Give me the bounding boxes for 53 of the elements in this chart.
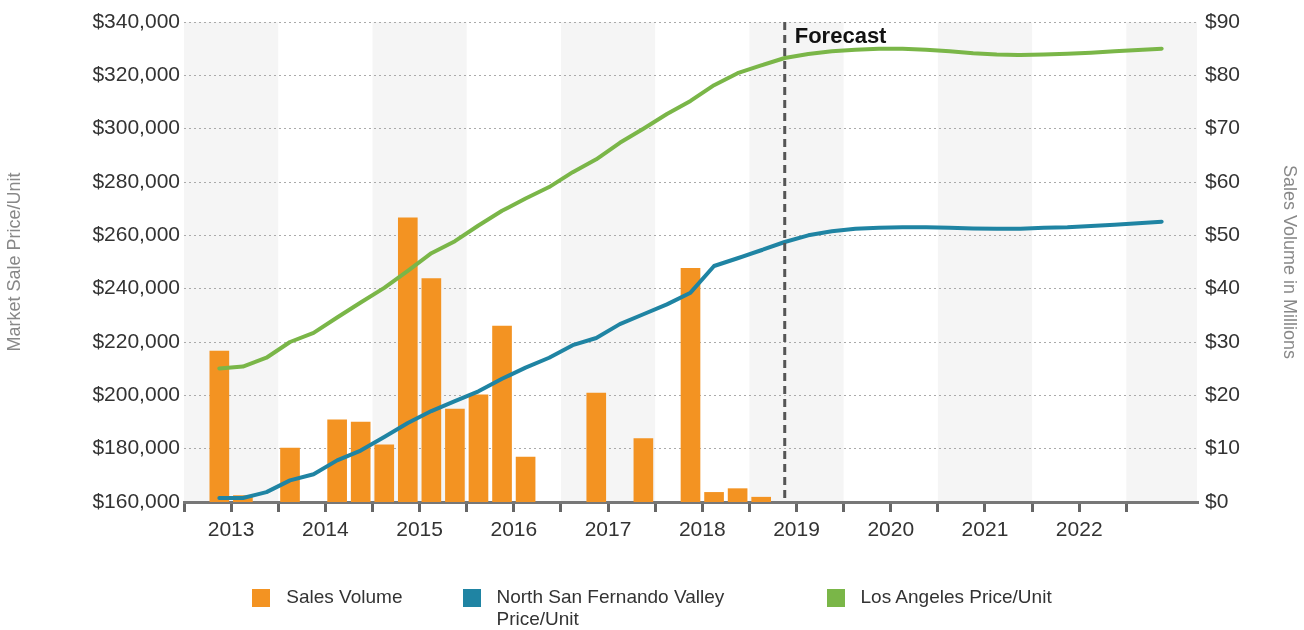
x-tick-label: 2014 [301, 517, 350, 541]
bar [515, 456, 536, 502]
y2-tick-label: $30 [1205, 328, 1241, 352]
x-tick-label: 2021 [961, 517, 1009, 541]
y-tick-label: $300,000 [92, 115, 180, 139]
y-tick-label: $180,000 [92, 435, 180, 459]
y-tick-label: $160,000 [92, 488, 180, 512]
x-tick-label: 2020 [867, 517, 915, 541]
y-tick-label: $320,000 [92, 62, 180, 86]
y2-tick-label: $10 [1205, 435, 1241, 459]
bar [633, 438, 654, 502]
x-tick-label: 2017 [584, 517, 632, 541]
y-tick-label: $240,000 [92, 275, 180, 299]
ref-line-label: Forecast [794, 23, 888, 49]
bar [280, 447, 300, 502]
x-tick-label: 2022 [1055, 517, 1103, 541]
bar [374, 444, 395, 502]
bar [727, 488, 748, 502]
y2-tick-label: $0 [1205, 488, 1229, 512]
y-tick-label: $280,000 [92, 168, 180, 192]
legend-label: Sales Volume [286, 586, 403, 608]
bar [586, 392, 607, 502]
bar [680, 268, 701, 502]
bar [421, 278, 442, 502]
bar [704, 492, 724, 502]
x-tick-label: 2018 [678, 517, 726, 541]
y-axis-title: Market Sale Price/Unit [3, 172, 24, 352]
legend-label: Los Angeles Price/Unit [860, 586, 1052, 608]
bar [209, 350, 230, 502]
y-tick-label: $220,000 [92, 328, 180, 352]
y-tick-label: $340,000 [92, 8, 180, 32]
bar [492, 325, 512, 502]
y2-tick-label: $60 [1205, 168, 1241, 192]
bar [468, 394, 489, 502]
x-tick-label: 2016 [490, 517, 538, 541]
bar [350, 421, 371, 502]
y2-tick-label: $50 [1205, 222, 1241, 246]
x-tick-label: 2015 [396, 517, 443, 541]
y2-tick-label: $20 [1205, 382, 1241, 406]
y2-tick-label: $90 [1205, 8, 1241, 32]
y2-tick-label: $80 [1205, 62, 1241, 86]
y-tick-label: $260,000 [92, 222, 180, 246]
bar [751, 496, 771, 502]
bar [397, 217, 418, 502]
x-tick-label: 2013 [207, 517, 255, 541]
legend-label: North San Fernando Valley Price/Unit [496, 586, 726, 630]
y2-tick-label: $70 [1205, 115, 1241, 139]
y-tick-label: $200,000 [92, 382, 180, 406]
bar [445, 408, 465, 502]
x-tick-label: 2019 [773, 517, 820, 541]
y2-axis-title: Sales Volume in Millions [1280, 164, 1301, 360]
bar [327, 419, 347, 502]
y2-tick-label: $40 [1205, 275, 1241, 299]
